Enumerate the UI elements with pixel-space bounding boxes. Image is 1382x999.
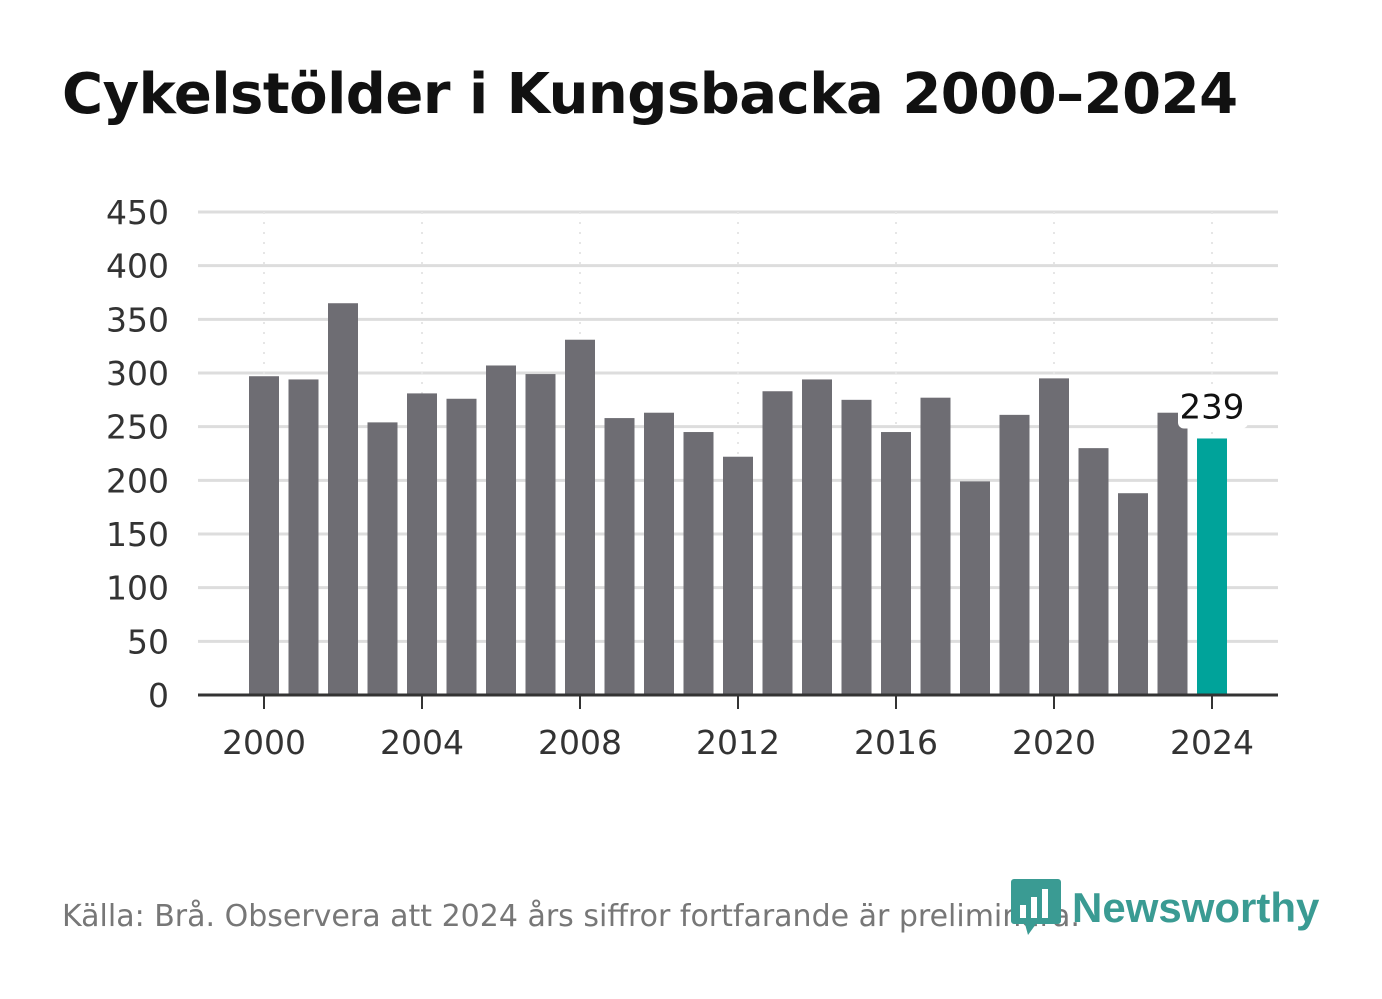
x-tick-label-2020: 2020 xyxy=(1012,723,1096,762)
x-tick-label-2008: 2008 xyxy=(538,723,622,762)
bar-2002 xyxy=(328,303,358,695)
bar-2024 xyxy=(1197,438,1227,695)
x-tick-label-2004: 2004 xyxy=(380,723,464,762)
bar-2003 xyxy=(367,422,398,695)
bar-2004 xyxy=(407,393,437,695)
brand-logo: Newsworthy xyxy=(1010,878,1319,938)
bar-2011 xyxy=(683,432,714,695)
y-tick-label-450: 450 xyxy=(106,193,169,232)
bar-2015 xyxy=(841,399,872,695)
bar-2017 xyxy=(920,397,951,695)
bar-2020 xyxy=(1039,378,1069,695)
bar-2006 xyxy=(486,365,516,695)
y-tick-label-150: 150 xyxy=(106,515,169,554)
y-tick-label-200: 200 xyxy=(106,461,169,500)
brand-name: Newsworthy xyxy=(1072,884,1320,931)
bar-2016 xyxy=(881,432,911,695)
bar-2013 xyxy=(762,391,793,695)
x-tick-label-2024: 2024 xyxy=(1170,723,1254,762)
bar-2009 xyxy=(604,418,635,695)
bar-2023 xyxy=(1157,412,1188,695)
y-axis-ticks: 0 50 100 150 200 250 300 350 400 450 xyxy=(106,193,169,715)
y-tick-label-250: 250 xyxy=(106,408,169,447)
bar-2022 xyxy=(1118,493,1148,695)
source-note: Källa: Brå. Observera att 2024 års siffr… xyxy=(62,899,1080,934)
y-tick-label-100: 100 xyxy=(106,569,169,608)
chart-title: Cykelstölder i Kungsbacka 2000–2024 xyxy=(62,62,1238,127)
bar-2005 xyxy=(446,398,477,695)
y-tick-label-400: 400 xyxy=(106,247,169,286)
x-tick-label-2016: 2016 xyxy=(854,723,938,762)
x-tick-label-2000: 2000 xyxy=(222,723,306,762)
bar-2001 xyxy=(288,379,319,695)
data-labels: 239 xyxy=(1178,387,1248,429)
bar-2012 xyxy=(723,456,753,695)
bar-2014 xyxy=(802,379,832,695)
x-tick-label-2012: 2012 xyxy=(696,723,780,762)
bar-2007 xyxy=(525,374,556,695)
y-tick-label-300: 300 xyxy=(106,354,169,393)
y-tick-label-350: 350 xyxy=(106,300,169,339)
bar-2021 xyxy=(1078,448,1109,695)
data-label-background xyxy=(1178,388,1248,429)
newsworthy-logo-icon xyxy=(1011,879,1061,935)
bar-2008 xyxy=(565,339,595,695)
data-label-2024: 239 xyxy=(1180,387,1245,427)
x-axis-ticks: 2000 2004 2008 2012 2016 2020 2024 xyxy=(222,695,1254,762)
bars xyxy=(249,303,1227,695)
bar-2019 xyxy=(999,414,1030,695)
bar-2000 xyxy=(249,376,279,695)
bar-2018 xyxy=(960,481,990,695)
y-tick-label-0: 0 xyxy=(148,676,169,715)
y-tick-label-50: 50 xyxy=(127,622,169,661)
bar-2010 xyxy=(644,412,674,695)
